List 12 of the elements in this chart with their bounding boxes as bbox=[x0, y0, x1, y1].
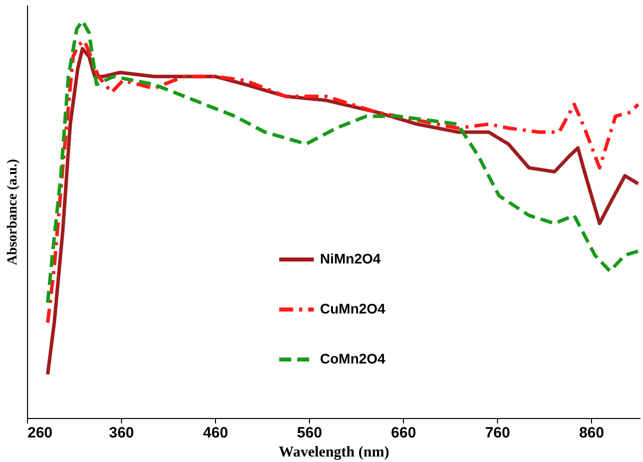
x-tick-label: 360 bbox=[109, 424, 134, 442]
legend-label: CoMn2O4 bbox=[320, 350, 386, 366]
legend-label: CuMn2O4 bbox=[320, 300, 386, 316]
x-axis-title: Wavelength (nm) bbox=[278, 444, 390, 460]
y-axis-title: Absorbance (a.u.) bbox=[6, 158, 20, 266]
x-tick-label: 860 bbox=[579, 424, 604, 442]
x-tick-label: 260 bbox=[28, 424, 53, 442]
x-tick-label: 760 bbox=[485, 424, 510, 442]
legend-label: NiMn2O4 bbox=[320, 250, 381, 266]
x-tick-label: 660 bbox=[391, 424, 416, 442]
x-tick-label: 560 bbox=[297, 424, 322, 442]
x-tick-label: 460 bbox=[203, 424, 228, 442]
